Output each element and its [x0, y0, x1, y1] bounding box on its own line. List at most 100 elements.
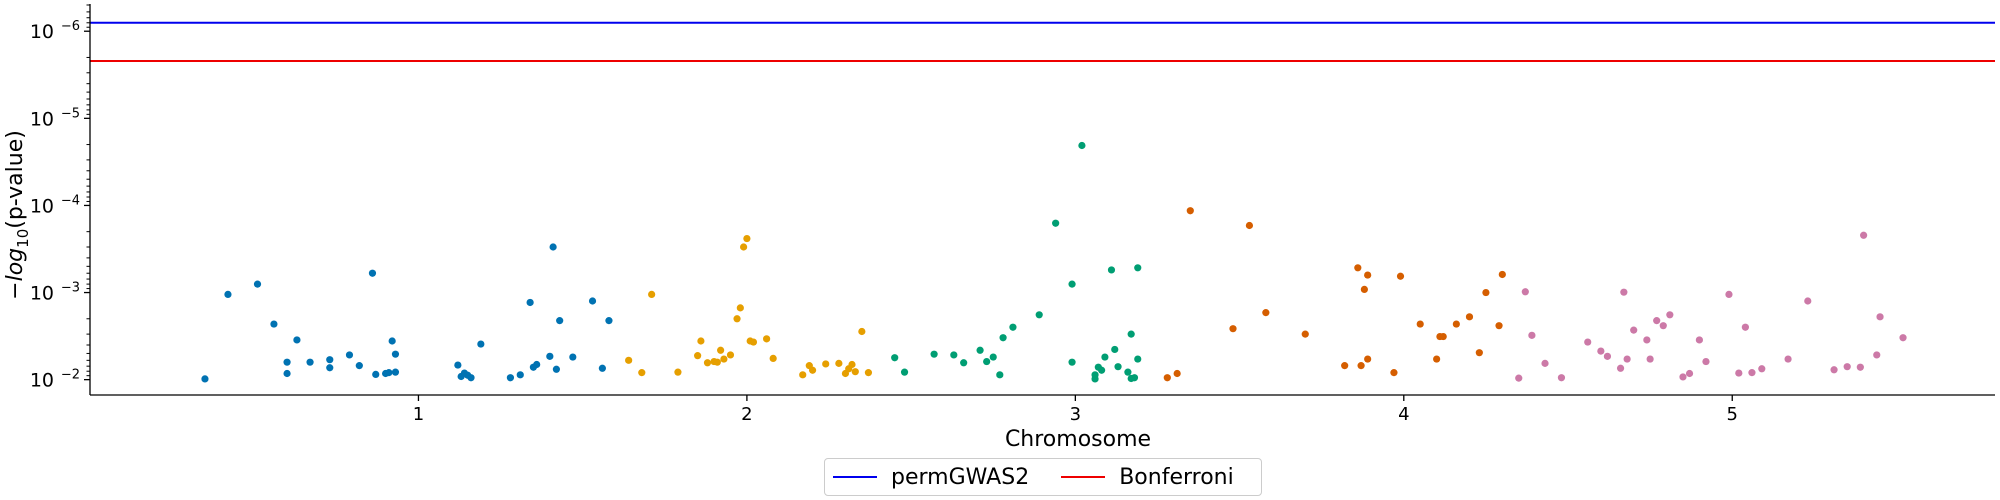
- chr2-point: [822, 360, 830, 368]
- chr4-point: [1498, 270, 1506, 279]
- chr5-point: [1603, 352, 1612, 360]
- chr3-point: [1114, 363, 1122, 371]
- chr3-point: [989, 353, 997, 361]
- chr5-point: [1830, 366, 1838, 374]
- chr2-point: [749, 338, 758, 346]
- chr1-point: [201, 375, 209, 383]
- chr3-point: [1107, 266, 1116, 274]
- chr1-point: [385, 369, 393, 377]
- y-tick-label: 10: [30, 21, 54, 43]
- chr2-point: [851, 368, 859, 376]
- chr5-point: [1541, 359, 1549, 367]
- y-tick-exponent: −3: [61, 281, 80, 296]
- chr3-point: [1078, 141, 1086, 150]
- chr4-point: [1360, 285, 1368, 293]
- chr1-point: [598, 364, 606, 372]
- chr5-point: [1735, 369, 1743, 377]
- chr5-point: [1521, 288, 1529, 296]
- chr1-point: [556, 317, 564, 325]
- x-tick-label: 2: [741, 404, 752, 425]
- chr4-point: [1452, 320, 1460, 328]
- chr5-point: [1873, 351, 1881, 359]
- chr5-point: [1643, 336, 1651, 344]
- y-tick-label: 10: [30, 370, 54, 392]
- chr5-point: [1630, 326, 1638, 334]
- chr3-point: [891, 354, 899, 362]
- chr5-point: [1528, 331, 1536, 339]
- chr5-point: [1620, 288, 1628, 296]
- chr3-point: [1009, 323, 1017, 331]
- chr1-point: [605, 317, 613, 325]
- chr3-point: [1098, 366, 1106, 374]
- chr2-point: [864, 369, 873, 377]
- chr3-point: [930, 350, 938, 358]
- chr1-point: [372, 370, 380, 378]
- chr5-point: [1899, 334, 1907, 342]
- chr3-point: [976, 346, 984, 354]
- chr3-point: [900, 368, 909, 376]
- chr3-point: [1134, 264, 1142, 272]
- chr1-point: [533, 360, 541, 369]
- chr5-point: [1702, 357, 1710, 366]
- y-tick-exponent: −6: [61, 19, 80, 34]
- chr4-point: [1301, 330, 1309, 338]
- chr5-point: [1843, 363, 1851, 371]
- chr5-point: [1659, 322, 1667, 330]
- chr3-point: [983, 357, 991, 366]
- chr2-point: [697, 337, 705, 345]
- chr5-point: [1685, 369, 1694, 378]
- chr3-point: [1068, 358, 1076, 366]
- chr4-point: [1439, 332, 1447, 341]
- chr2-point: [740, 243, 748, 251]
- chr2-point: [694, 352, 702, 360]
- y-axis-label: −log10(p-value): [3, 130, 32, 300]
- legend-item-permgwas2: permGWAS2: [833, 465, 1029, 490]
- chr5-point: [1623, 355, 1631, 363]
- chr2-point: [808, 366, 817, 374]
- chr2-point: [736, 304, 744, 312]
- chr5-point: [1741, 323, 1749, 331]
- x-tick-label: 5: [1727, 404, 1738, 425]
- x-tick-label: 1: [413, 404, 424, 425]
- x-tick-label: 4: [1398, 404, 1409, 425]
- chr4-point: [1245, 221, 1254, 230]
- chr1-point: [391, 350, 400, 358]
- chr1-point: [569, 353, 577, 361]
- chr5-point: [1804, 297, 1812, 305]
- chr1-point: [270, 320, 278, 328]
- chr4-point: [1364, 271, 1372, 279]
- chr5-point: [1758, 365, 1766, 373]
- chr5-point: [1557, 374, 1566, 382]
- chr5-point: [1515, 374, 1523, 382]
- legend-label-permgwas2: permGWAS2: [891, 464, 1030, 490]
- x-tick-label: 3: [1070, 404, 1081, 425]
- chr4-point: [1354, 264, 1362, 272]
- chr1-point: [283, 369, 291, 378]
- chr4-point: [1186, 207, 1194, 215]
- legend-label-bonferroni: Bonferroni: [1119, 464, 1234, 490]
- chr4-point: [1465, 313, 1474, 321]
- chr5-point: [1679, 373, 1687, 381]
- chr3-point: [1101, 353, 1109, 361]
- chr2-point: [717, 346, 725, 354]
- chr3-point: [1127, 330, 1135, 338]
- chr3-point: [1068, 280, 1076, 288]
- chr5-point: [1597, 347, 1605, 355]
- chr2-point: [763, 335, 771, 343]
- chr1-point: [253, 280, 262, 288]
- chr3-point: [996, 371, 1004, 379]
- chr2-point: [726, 351, 735, 359]
- chr3-point: [960, 359, 968, 367]
- chr2-point: [733, 315, 741, 323]
- chr1-point: [506, 374, 515, 382]
- chr4-point: [1163, 374, 1171, 382]
- chr2-point: [648, 290, 656, 298]
- chr2-point: [713, 358, 721, 366]
- chr4-point: [1396, 272, 1405, 280]
- chr5-point: [1666, 311, 1674, 319]
- chr5-point: [1725, 290, 1733, 298]
- x-axis-label: Chromosome: [1005, 427, 1151, 452]
- chr2-point: [638, 369, 646, 377]
- chr4-point: [1357, 362, 1365, 370]
- chr1-point: [388, 337, 396, 345]
